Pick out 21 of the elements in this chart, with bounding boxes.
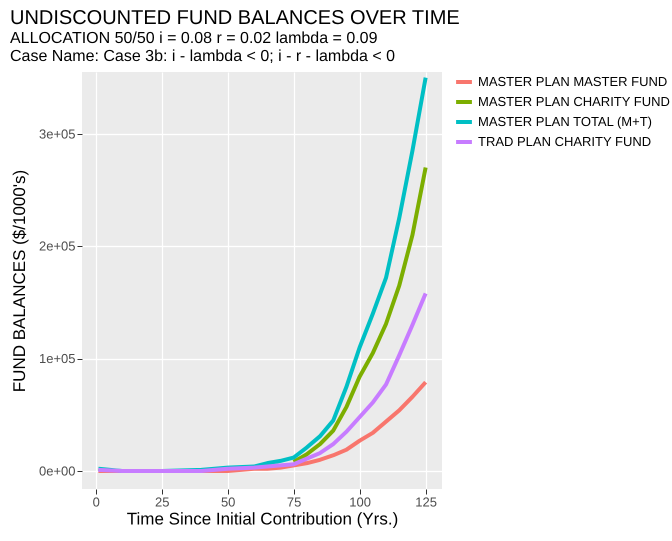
x-tick-label: 25 [154, 494, 170, 510]
legend-label: MASTER PLAN CHARITY FUND [478, 94, 670, 109]
chart-title: UNDISCOUNTED FUND BALANCES OVER TIME [10, 7, 460, 29]
x-tick-label: 125 [415, 494, 437, 510]
y-axis-title: FUND BALANCES ($/1000's) [10, 170, 29, 392]
legend-label: TRAD PLAN CHARITY FUND [478, 134, 652, 149]
y-tick-label: 2e+05 [38, 238, 76, 254]
x-axis-title: Time Since Initial Contribution (Yrs.) [126, 510, 398, 528]
chart-subtitle: ALLOCATION 50/50 i = 0.08 r = 0.02 lambda = 0.09 [10, 30, 378, 47]
legend-label: MASTER PLAN MASTER FUND [478, 74, 668, 89]
y-tick-label: 3e+05 [38, 126, 76, 142]
x-tick-label: 100 [349, 494, 372, 510]
x-tick-label: 50 [220, 494, 236, 510]
legend-label: MASTER PLAN TOTAL (M+T) [478, 114, 652, 129]
line-series [292, 166, 428, 464]
text: Case Name: Case 3b: i - lambda < 0; i - r - lambda < 0 [10, 48, 396, 65]
x-tick-label: 0 [92, 494, 100, 510]
line-series [96, 291, 428, 474]
y-tick-label: 0e+00 [38, 464, 76, 479]
y-tick-label: 1e+05 [38, 351, 76, 366]
x-tick-label: 75 [286, 494, 302, 510]
